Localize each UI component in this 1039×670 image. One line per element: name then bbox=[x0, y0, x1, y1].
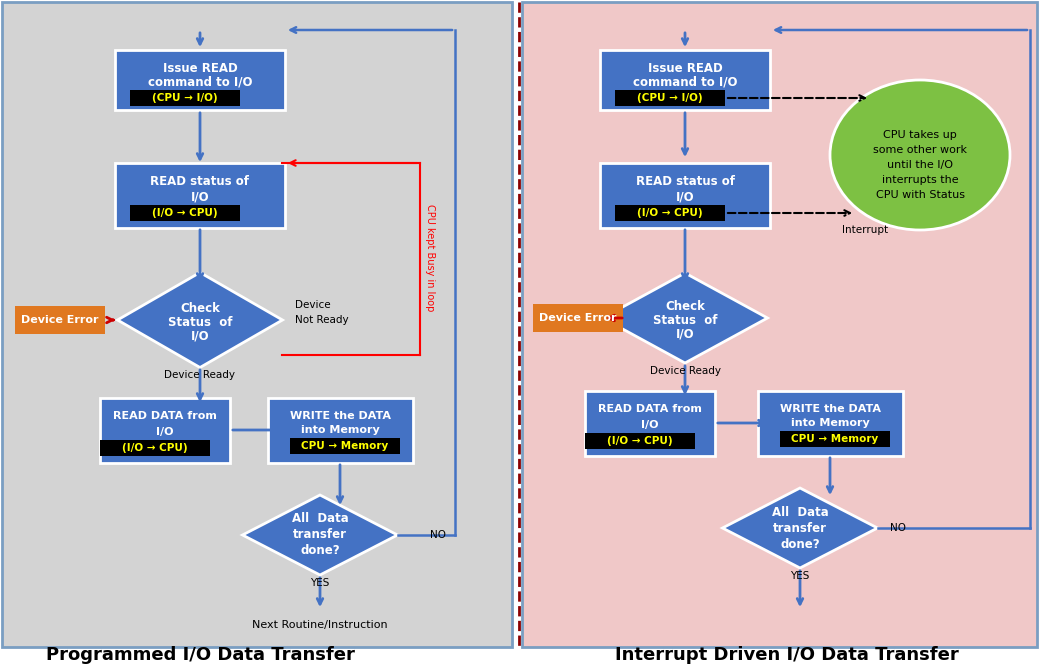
Text: Issue READ: Issue READ bbox=[163, 62, 237, 74]
Text: done?: done? bbox=[780, 537, 820, 551]
FancyBboxPatch shape bbox=[115, 163, 285, 228]
Polygon shape bbox=[603, 273, 768, 363]
Text: command to I/O: command to I/O bbox=[633, 76, 738, 88]
Text: READ status of: READ status of bbox=[151, 174, 249, 188]
FancyBboxPatch shape bbox=[757, 391, 903, 456]
Text: Device Error: Device Error bbox=[21, 315, 99, 325]
Text: Device Error: Device Error bbox=[539, 313, 617, 323]
Text: into Memory: into Memory bbox=[300, 425, 379, 435]
Text: CPU with Status: CPU with Status bbox=[876, 190, 964, 200]
Text: some other work: some other work bbox=[873, 145, 967, 155]
FancyBboxPatch shape bbox=[585, 391, 715, 456]
Text: Programmed I/O Data Transfer: Programmed I/O Data Transfer bbox=[46, 646, 354, 664]
FancyBboxPatch shape bbox=[780, 431, 890, 447]
Text: I/O: I/O bbox=[156, 427, 174, 437]
Text: I/O: I/O bbox=[641, 420, 659, 430]
Text: Check: Check bbox=[665, 299, 704, 312]
Text: READ DATA from: READ DATA from bbox=[598, 404, 702, 414]
Text: YES: YES bbox=[791, 571, 809, 581]
Text: WRITE the DATA: WRITE the DATA bbox=[290, 411, 391, 421]
Text: Issue READ: Issue READ bbox=[647, 62, 722, 74]
Text: command to I/O: command to I/O bbox=[148, 76, 252, 88]
Polygon shape bbox=[117, 273, 283, 368]
Text: I/O: I/O bbox=[675, 328, 694, 340]
FancyBboxPatch shape bbox=[522, 2, 1037, 647]
FancyBboxPatch shape bbox=[290, 438, 400, 454]
Text: Interrupt Driven I/O Data Transfer: Interrupt Driven I/O Data Transfer bbox=[615, 646, 959, 664]
Text: interrupts the: interrupts the bbox=[882, 175, 958, 185]
Text: NO: NO bbox=[890, 523, 906, 533]
Ellipse shape bbox=[830, 80, 1010, 230]
Text: All  Data: All Data bbox=[772, 505, 828, 519]
Text: Device Ready: Device Ready bbox=[164, 370, 236, 380]
Text: READ status of: READ status of bbox=[636, 174, 735, 188]
FancyBboxPatch shape bbox=[267, 397, 412, 462]
Text: CPU kept Busy in loop: CPU kept Busy in loop bbox=[425, 204, 435, 312]
FancyBboxPatch shape bbox=[130, 90, 240, 106]
FancyBboxPatch shape bbox=[100, 440, 210, 456]
FancyBboxPatch shape bbox=[2, 2, 512, 647]
Text: into Memory: into Memory bbox=[791, 418, 870, 428]
FancyBboxPatch shape bbox=[130, 205, 240, 221]
Polygon shape bbox=[722, 488, 878, 568]
Text: transfer: transfer bbox=[773, 521, 827, 535]
Text: (I/O → CPU): (I/O → CPU) bbox=[637, 208, 702, 218]
Text: until the I/O: until the I/O bbox=[887, 160, 953, 170]
Text: Status  of: Status of bbox=[167, 316, 233, 328]
FancyBboxPatch shape bbox=[615, 205, 725, 221]
Text: Device Ready: Device Ready bbox=[649, 366, 720, 376]
Text: YES: YES bbox=[311, 578, 329, 588]
Text: (CPU → I/O): (CPU → I/O) bbox=[152, 93, 218, 103]
Text: (I/O → CPU): (I/O → CPU) bbox=[152, 208, 218, 218]
FancyBboxPatch shape bbox=[100, 397, 230, 462]
Text: I/O: I/O bbox=[191, 190, 209, 204]
FancyBboxPatch shape bbox=[533, 304, 623, 332]
Text: CPU → Memory: CPU → Memory bbox=[792, 434, 879, 444]
FancyBboxPatch shape bbox=[600, 50, 770, 110]
Text: transfer: transfer bbox=[293, 529, 347, 541]
Text: CPU takes up: CPU takes up bbox=[883, 130, 957, 140]
Text: WRITE the DATA: WRITE the DATA bbox=[779, 404, 880, 414]
Text: Device: Device bbox=[295, 300, 330, 310]
Text: Next Routine/Instruction: Next Routine/Instruction bbox=[252, 620, 388, 630]
FancyBboxPatch shape bbox=[115, 50, 285, 110]
Text: Check: Check bbox=[180, 302, 220, 314]
FancyBboxPatch shape bbox=[615, 90, 725, 106]
FancyBboxPatch shape bbox=[600, 163, 770, 228]
Text: done?: done? bbox=[300, 545, 340, 557]
Text: All  Data: All Data bbox=[292, 513, 348, 525]
Text: CPU → Memory: CPU → Memory bbox=[301, 441, 389, 451]
Text: Status  of: Status of bbox=[652, 314, 717, 326]
Text: (CPU → I/O): (CPU → I/O) bbox=[637, 93, 702, 103]
FancyBboxPatch shape bbox=[585, 433, 695, 449]
Text: (I/O → CPU): (I/O → CPU) bbox=[607, 436, 673, 446]
Text: I/O: I/O bbox=[191, 330, 209, 342]
Text: (I/O → CPU): (I/O → CPU) bbox=[123, 443, 188, 453]
Text: Interrupt: Interrupt bbox=[842, 225, 888, 235]
Polygon shape bbox=[242, 495, 398, 575]
Text: Not Ready: Not Ready bbox=[295, 315, 349, 325]
Text: I/O: I/O bbox=[675, 190, 694, 204]
FancyBboxPatch shape bbox=[15, 306, 105, 334]
Text: READ DATA from: READ DATA from bbox=[113, 411, 217, 421]
Text: NO: NO bbox=[430, 530, 446, 540]
